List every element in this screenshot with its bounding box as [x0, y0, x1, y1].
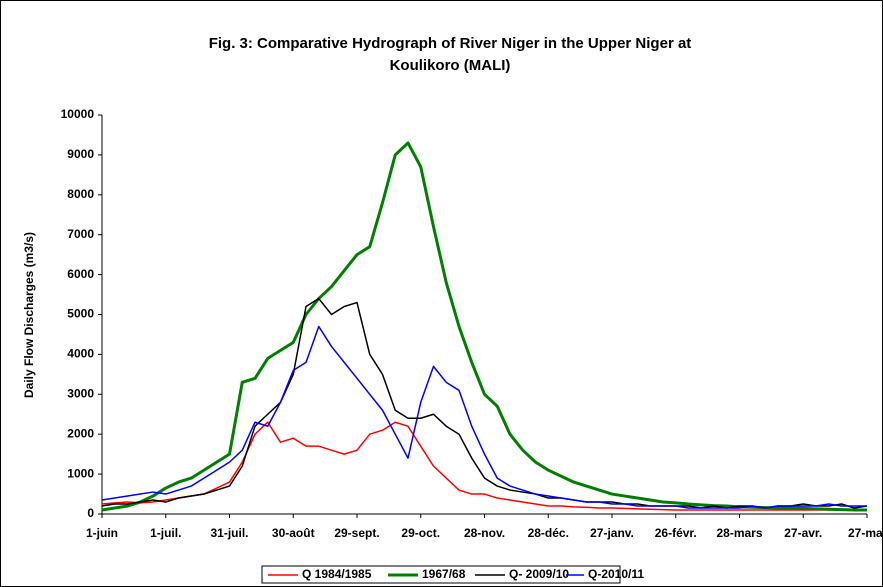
y-tick-label: 0	[87, 506, 94, 520]
x-tick-label: 28-nov.	[464, 526, 505, 540]
series-line	[101, 297, 868, 509]
chart-title: Koulikoro (MALI)	[390, 57, 511, 74]
series-line	[101, 325, 867, 509]
y-tick-label: 1000	[67, 466, 94, 480]
x-tick-label: 28-mars	[716, 526, 762, 540]
x-tick-label: 1-juin	[86, 526, 118, 540]
x-tick-label: 26-févr.	[655, 526, 697, 540]
series-line	[101, 141, 867, 512]
legend-label: Q- 2009/10	[509, 567, 569, 581]
legend-label: 1967/68	[422, 567, 466, 581]
y-tick-label: 7000	[67, 227, 94, 241]
legend-box	[261, 565, 621, 584]
y-tick-label: 3000	[67, 386, 94, 400]
legend-label: Q 1984/1985	[302, 567, 372, 581]
y-tick-label: 4000	[67, 347, 94, 361]
y-axis-label: Daily Flow Discharges (m3/s)	[22, 232, 36, 398]
x-tick-label: 27-janv.	[590, 526, 634, 540]
series-line	[101, 421, 867, 511]
y-tick-label: 8000	[67, 187, 94, 201]
x-tick-label: 27-avr.	[784, 526, 822, 540]
legend-label: Q-2010/11	[588, 567, 644, 581]
x-tick-label: 27-mai	[848, 526, 883, 540]
y-tick-label: 9000	[67, 147, 94, 161]
x-tick-label: 29-oct.	[401, 526, 440, 540]
y-tick-label: 6000	[67, 267, 94, 281]
x-tick-label: 30-août	[272, 526, 315, 540]
y-tick-label: 5000	[67, 307, 94, 321]
y-tick-label: 2000	[67, 426, 94, 440]
x-tick-label: 31-juil.	[210, 526, 248, 540]
x-tick-label: 1-juil.	[150, 526, 181, 540]
y-tick-label: 10000	[61, 107, 95, 121]
chart-title: Fig. 3: Comparative Hydrograph of River …	[209, 35, 692, 52]
x-tick-label: 28-déc.	[528, 526, 569, 540]
x-tick-label: 29-sept.	[334, 526, 379, 540]
